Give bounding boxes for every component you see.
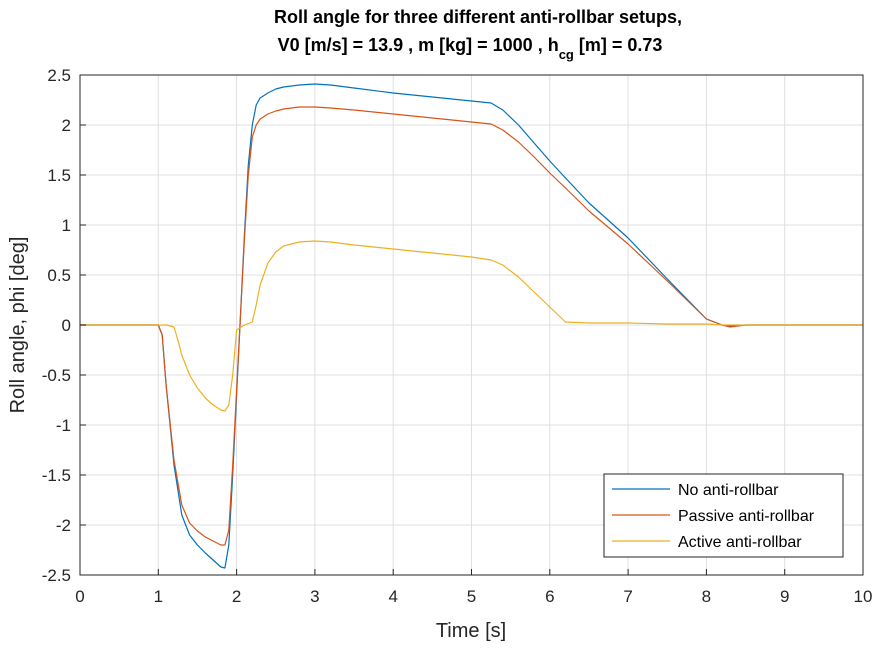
y-axis-label: Roll angle, phi [deg]	[7, 237, 29, 414]
chart-title-line2: V0 [m/s] = 13.9 , m [kg] = 1000 , hcg [m…	[278, 35, 663, 62]
series-line-passive-anti-rollbar	[80, 106, 863, 546]
y-tick-label: -2	[56, 516, 71, 535]
x-tick-label: 0	[75, 587, 84, 606]
y-tick-label: 1.5	[47, 166, 71, 185]
chart-title-line1: Roll angle for three different anti-roll…	[274, 7, 682, 27]
legend: No anti-rollbar Passive anti-rollbar Act…	[603, 473, 844, 558]
x-axis-label: Time [s]	[436, 620, 506, 642]
y-tick-label: 2	[62, 116, 71, 135]
x-tick-label: 8	[702, 587, 711, 606]
series-line-active-anti-rollbar	[80, 240, 863, 412]
y-tick-label: -1	[56, 416, 71, 435]
x-tick-label: 10	[854, 587, 873, 606]
chart-title-line2-suffix: [m] = 0.73	[574, 35, 663, 55]
x-tick-label: 4	[388, 587, 397, 606]
legend-label-no-anti-rollbar: No anti-rollbar	[678, 482, 779, 499]
chart-title-line2-prefix: V0 [m/s] = 13.9 , m [kg] = 1000 , h	[278, 35, 559, 55]
y-tick-label: -2.5	[42, 566, 71, 585]
x-tick-label: 5	[467, 587, 476, 606]
x-tick-label: 6	[545, 587, 554, 606]
y-tick-label: 1	[62, 216, 71, 235]
x-tick-label: 7	[623, 587, 632, 606]
x-tick-label: 2	[232, 587, 241, 606]
axis-ticks: 0 1 2 3 4 5 6 7 8 9 10 -2.5 -2 -1.5 -1 -0.5 0 0.5 1 1.5 2 2.5	[42, 66, 873, 606]
x-tick-label: 1	[154, 587, 163, 606]
y-tick-label: -0.5	[42, 366, 71, 385]
x-tick-label: 9	[780, 587, 789, 606]
chart-title-subscript: cg	[559, 47, 574, 62]
series-line-no-anti-rollbar	[80, 83, 863, 569]
legend-label-passive-anti-rollbar: Passive anti-rollbar	[678, 508, 815, 525]
y-tick-label: 2.5	[47, 66, 71, 85]
series-lines	[80, 83, 863, 569]
legend-label-active-anti-rollbar: Active anti-rollbar	[678, 534, 802, 551]
y-tick-label: 0.5	[47, 266, 71, 285]
y-tick-label: 0	[62, 316, 71, 335]
x-tick-label: 3	[310, 587, 319, 606]
y-tick-label: -1.5	[42, 466, 71, 485]
